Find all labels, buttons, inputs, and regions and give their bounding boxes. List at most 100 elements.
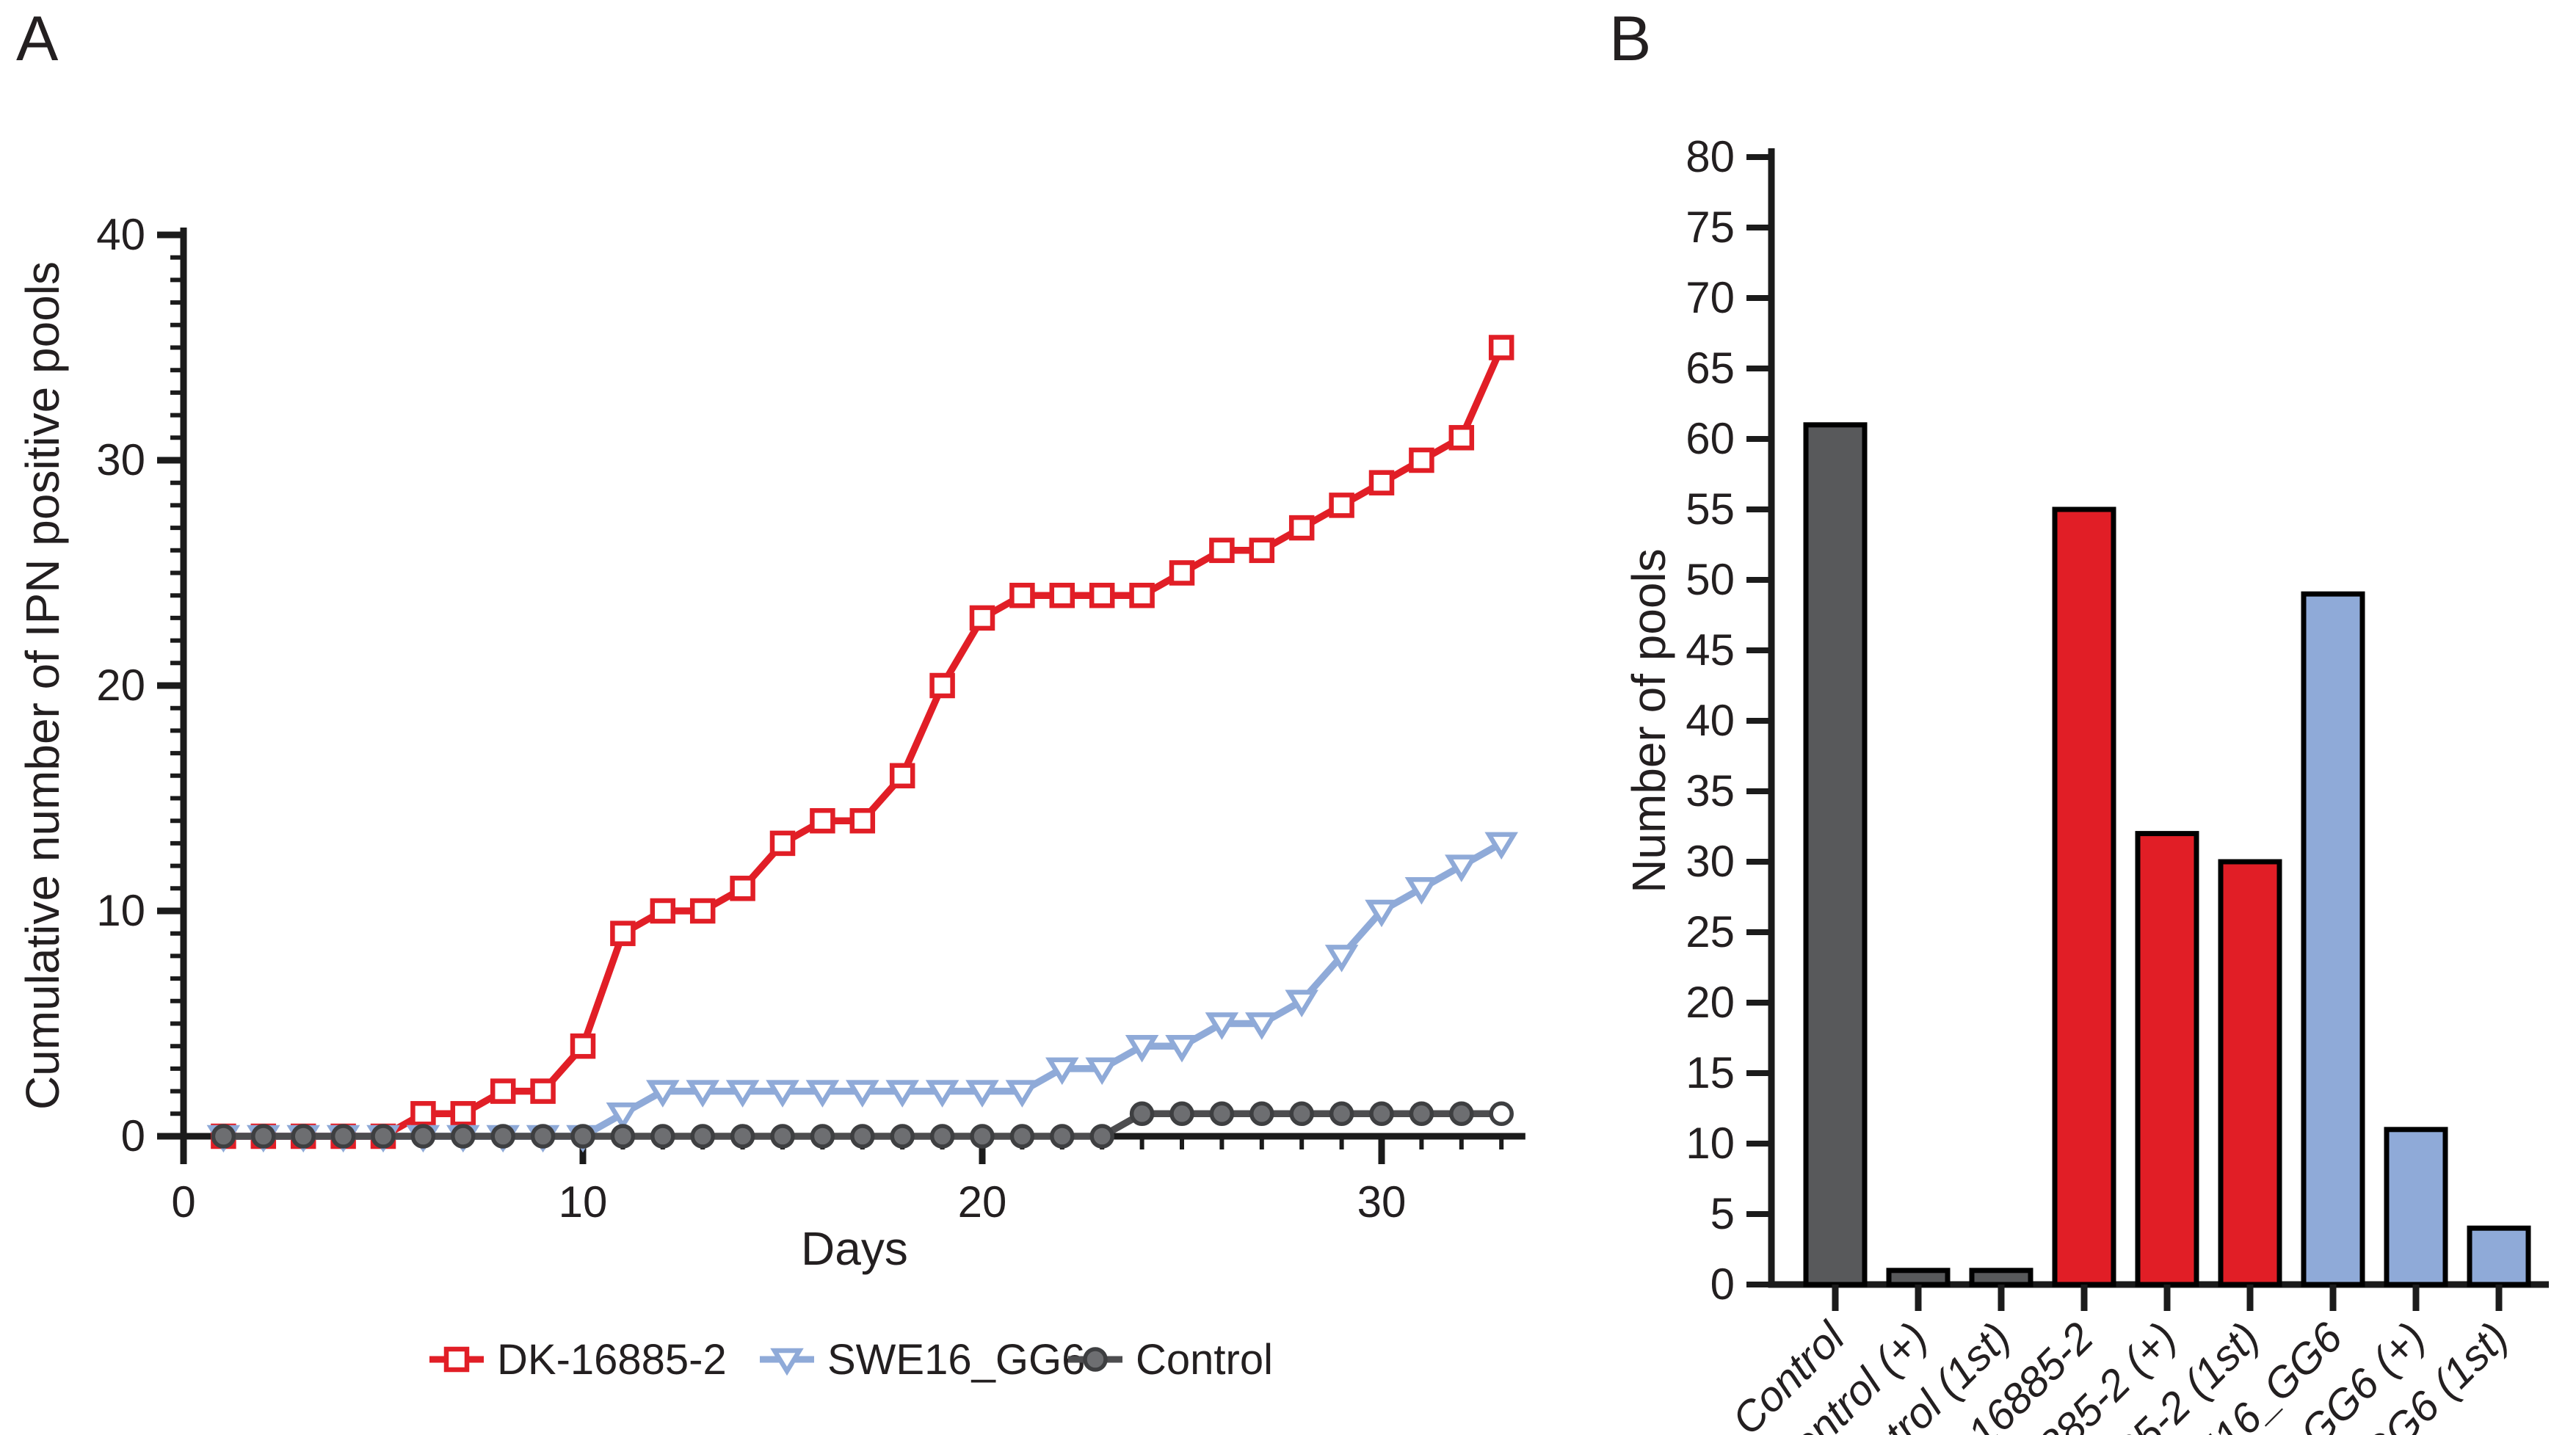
panel-b-ylabel: Number of pools bbox=[1622, 548, 1675, 893]
bar-swe16-gg6 bbox=[2301, 591, 2365, 1287]
bar-dk-16885-2 bbox=[2052, 506, 2116, 1287]
x-tick-label: 20 bbox=[958, 1177, 1007, 1227]
dk-16885-2-marker bbox=[769, 830, 796, 857]
dk-16885-2-marker bbox=[610, 920, 636, 946]
bar-dk-16885-2- bbox=[2135, 831, 2199, 1287]
panel-a-ylabel: Cumulative number of IPN positive pools bbox=[16, 261, 69, 1110]
bar-control bbox=[1803, 422, 1868, 1287]
swe16-gg6-marker bbox=[766, 1080, 799, 1108]
control-marker bbox=[1489, 1101, 1514, 1127]
control-marker bbox=[650, 1124, 675, 1149]
dk-16885-2-marker bbox=[969, 605, 995, 631]
swe16-gg6-marker bbox=[1484, 832, 1518, 860]
y-tick-label: 80 bbox=[1686, 132, 1735, 181]
y-tick-label: 20 bbox=[96, 661, 145, 710]
dk-16885-2-marker bbox=[730, 876, 755, 901]
swe16-gg6-marker bbox=[725, 1080, 760, 1108]
dk-16885-2-marker bbox=[650, 898, 676, 924]
control-marker bbox=[1050, 1124, 1075, 1149]
dk-16885-2-marker bbox=[1329, 493, 1354, 518]
dk-16885-2-marker bbox=[490, 1078, 516, 1104]
y-tick-label: 65 bbox=[1686, 344, 1735, 393]
y-tick-label: 35 bbox=[1686, 766, 1735, 815]
control-marker bbox=[291, 1124, 316, 1149]
swe16-gg6-marker bbox=[646, 1080, 680, 1108]
panel-a-label: A bbox=[16, 4, 59, 74]
bar-swe16-gg6- bbox=[2384, 1127, 2448, 1287]
control-marker bbox=[610, 1124, 636, 1149]
y-tick-label: 40 bbox=[96, 210, 145, 259]
panel-b-bar-chart: 0 5 10 15 20 25 30 35 40 45 50 55 60 65 70 75 80 Number o… bbox=[1622, 132, 2549, 1435]
dk-16885-2-marker bbox=[810, 807, 835, 834]
swe16-gg6-marker bbox=[1285, 989, 1318, 1018]
swe16-gg6-marker bbox=[846, 1080, 879, 1108]
y-tick-label: 70 bbox=[1686, 273, 1735, 322]
bar-control-1st- bbox=[1969, 1268, 2033, 1287]
panel-a-line-chart: 0 10 20 30 40 0 10 20 30 Days Cumulative number of… bbox=[16, 210, 1525, 1384]
control-marker bbox=[890, 1124, 915, 1149]
swe16-gg6-marker bbox=[1165, 1034, 1199, 1063]
y-tick-label: 25 bbox=[1686, 907, 1735, 956]
control-marker bbox=[1329, 1101, 1354, 1127]
panel-a-legend: DK-16885-2 SWE16_GG6 Control bbox=[429, 1336, 1273, 1384]
swe16-gg6-marker bbox=[1005, 1080, 1040, 1108]
control-marker bbox=[1449, 1101, 1474, 1127]
y-tick-label: 55 bbox=[1686, 484, 1735, 534]
swe16-gg6-marker bbox=[1245, 1012, 1279, 1040]
swe16-gg6-marker bbox=[1445, 854, 1479, 882]
swe16-gg6-marker bbox=[805, 1080, 840, 1108]
legend-item-dk-16885-2: DK-16885-2 bbox=[429, 1336, 727, 1384]
dk-16885-2-marker bbox=[1009, 582, 1035, 608]
dk-16885-2-marker bbox=[929, 672, 955, 699]
y-tick-label: 5 bbox=[1710, 1189, 1735, 1238]
dk-16885-2-marker bbox=[1448, 425, 1475, 451]
dk-16885-2-marker bbox=[849, 807, 876, 834]
y-tick-label: 20 bbox=[1686, 978, 1735, 1027]
control-marker bbox=[1289, 1101, 1314, 1127]
legend-item-swe16-gg6: SWE16_GG6 bbox=[760, 1336, 1085, 1384]
bar-dk-16885-2-1st- bbox=[2218, 859, 2282, 1287]
swe16-gg6-marker bbox=[925, 1080, 959, 1108]
dk-16885-2-marker bbox=[1368, 470, 1395, 495]
dk-16885-2-marker bbox=[530, 1078, 556, 1104]
series-swe16-gg6 bbox=[206, 832, 1518, 1153]
control-marker bbox=[1089, 1124, 1114, 1149]
series-dk-16885-2 bbox=[211, 335, 1514, 1149]
dk-16885-2-marker bbox=[689, 898, 716, 924]
y-tick-label: 30 bbox=[96, 435, 145, 484]
y-tick-label: 10 bbox=[96, 886, 145, 935]
control-marker bbox=[770, 1124, 795, 1149]
dk-16885-2-marker bbox=[450, 1101, 476, 1127]
y-tick-label: 60 bbox=[1686, 414, 1735, 463]
y-tick-label: 40 bbox=[1686, 696, 1735, 745]
swe16-gg6-marker bbox=[1125, 1034, 1159, 1063]
panel-b-label: B bbox=[1609, 4, 1652, 74]
swe16-gg6-marker bbox=[885, 1080, 919, 1108]
control-marker bbox=[1409, 1101, 1434, 1127]
swe16-gg6-marker bbox=[965, 1080, 999, 1108]
dk-16885-2-marker bbox=[1129, 582, 1155, 608]
y-tick-label: 30 bbox=[1686, 837, 1735, 886]
dk-16885-2-marker bbox=[1209, 537, 1235, 564]
dk-16885-2-marker bbox=[1089, 582, 1115, 608]
swe16-gg6-marker bbox=[1404, 877, 1439, 905]
dk-16885-2-marker bbox=[570, 1033, 596, 1059]
x-tick-label: 30 bbox=[1357, 1177, 1407, 1227]
control-marker bbox=[371, 1124, 396, 1149]
control-marker bbox=[410, 1124, 436, 1149]
legend-label: SWE16_GG6 bbox=[827, 1336, 1085, 1384]
dk-16885-2-marker bbox=[889, 763, 915, 789]
swe16-gg6-marker bbox=[770, 1348, 804, 1376]
y-tick-label: 15 bbox=[1686, 1048, 1735, 1097]
y-tick-label: 45 bbox=[1686, 625, 1735, 675]
control-marker bbox=[490, 1124, 515, 1149]
y-tick-label: 50 bbox=[1686, 555, 1735, 604]
dk-16885-2-marker bbox=[410, 1101, 436, 1127]
control-marker bbox=[251, 1124, 276, 1149]
control-marker bbox=[1369, 1101, 1394, 1127]
control-marker bbox=[970, 1124, 995, 1149]
control-marker bbox=[330, 1124, 356, 1149]
bar-control- bbox=[1886, 1268, 1951, 1287]
